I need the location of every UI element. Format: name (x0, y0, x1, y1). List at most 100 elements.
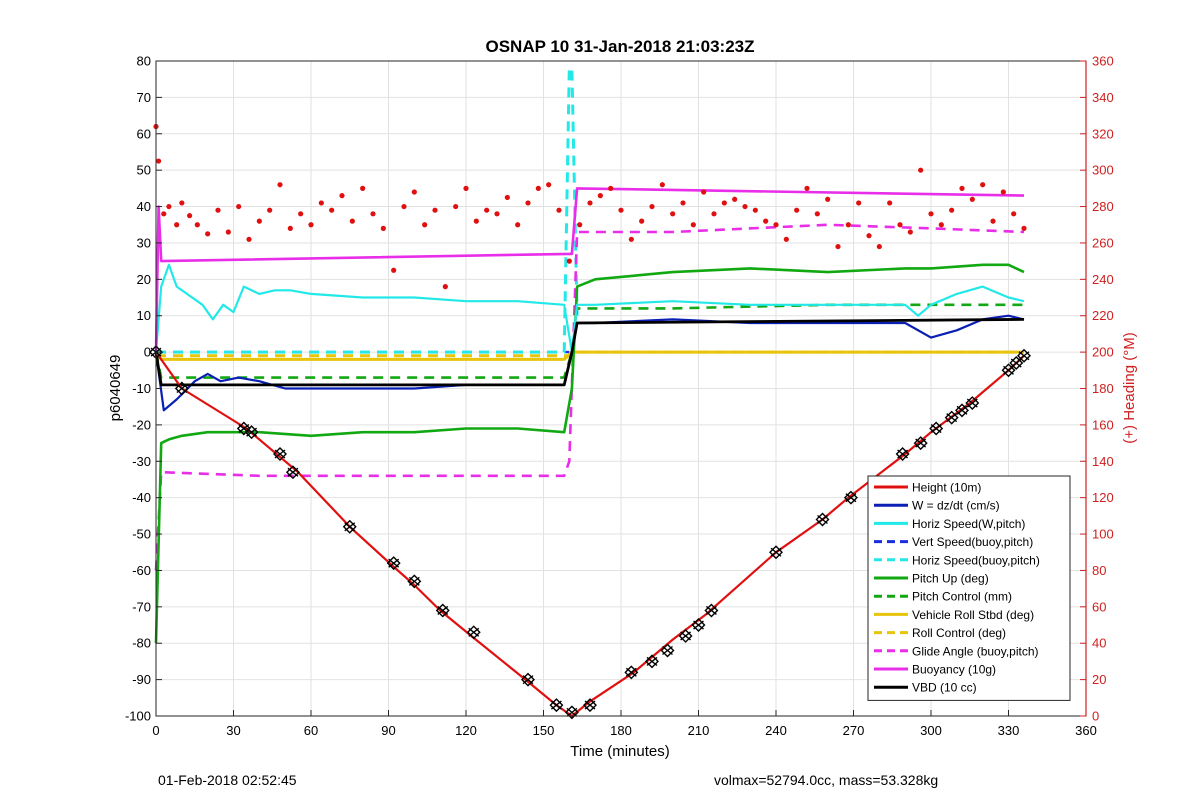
marker (678, 628, 693, 643)
heading-point (215, 207, 221, 213)
heading-point (453, 203, 459, 210)
marker (895, 447, 910, 461)
marker (342, 519, 357, 534)
marker (843, 490, 858, 505)
heading-point (639, 218, 645, 224)
marker (386, 556, 401, 571)
heading-point (618, 207, 624, 213)
series-line-10 (154, 187, 1025, 353)
y2-tick-label: 160 (1092, 417, 1114, 432)
x-tick-label: 0 (152, 723, 159, 738)
y2-tick-label: 180 (1092, 381, 1114, 396)
marker (1009, 356, 1024, 371)
y-tick-label: -90 (132, 672, 151, 687)
heading-point (267, 207, 273, 213)
legend-label: W = dz/dt (cm/s) (912, 499, 1000, 513)
y-tick-label: 10 (137, 308, 151, 323)
heading-point (680, 200, 686, 206)
chart-title: OSNAP 10 31-Jan-2018 21:03:23Z (485, 37, 754, 56)
heading-point (845, 222, 851, 228)
heading-point (856, 200, 862, 206)
y2-tick-label: 280 (1092, 199, 1114, 214)
heading-point (763, 218, 769, 224)
x-tick-label: 360 (1075, 723, 1097, 738)
y-axis-label: p6040649 (107, 355, 124, 422)
heading-point (701, 189, 707, 195)
y-tick-label: 20 (137, 272, 151, 287)
heading-point (515, 222, 521, 228)
heading-point (155, 158, 162, 164)
chart: 0 30 60 90 120 150 180 210 240 270 300 330 360-100-9… (107, 37, 1138, 760)
y-tick-label: -60 (132, 563, 151, 578)
marker (1017, 348, 1031, 363)
heading-point (628, 236, 634, 242)
series-layer (149, 66, 1031, 720)
heading-point (277, 182, 283, 188)
heading-point (732, 196, 738, 202)
heading-point (670, 211, 676, 217)
marker (407, 574, 422, 589)
heading-point (1021, 225, 1027, 231)
marker (815, 512, 830, 527)
legend-label: VBD (10 cc) (912, 681, 977, 695)
y2-tick-label: 220 (1092, 308, 1114, 323)
footer-timestamp: 01-Feb-2018 02:52:45 (158, 772, 297, 788)
x-tick-label: 300 (920, 723, 942, 738)
heading-point (246, 236, 252, 242)
heading-point (938, 222, 944, 228)
heading-point (174, 222, 180, 228)
y2-tick-label: 120 (1092, 490, 1114, 505)
heading-point (473, 218, 479, 224)
y2-tick-label: 60 (1092, 599, 1106, 614)
marker (1001, 363, 1016, 378)
heading-point (225, 229, 231, 235)
heading-point (814, 211, 820, 217)
heading-point (608, 185, 614, 191)
heading-point (411, 189, 417, 195)
y-tick-label: 80 (137, 54, 151, 69)
y-tick-label: 40 (137, 199, 151, 214)
legend-label: Vehicle Roll Stbd (deg) (912, 608, 1034, 622)
x-tick-label: 90 (381, 723, 395, 738)
heading-point (918, 167, 924, 173)
marker (944, 410, 959, 425)
legend-label: Roll Control (deg) (912, 626, 1006, 640)
heading-point (391, 267, 397, 273)
heading-point (205, 231, 211, 237)
heading-point (360, 185, 366, 191)
y2-tick-label: 300 (1092, 163, 1114, 178)
heading-point (308, 222, 314, 228)
heading-point (194, 222, 200, 228)
marker (955, 403, 969, 418)
heading-point (721, 200, 727, 206)
marker (704, 603, 719, 618)
heading-point (370, 211, 376, 217)
heading-point (546, 182, 552, 188)
y2-tick-label: 40 (1092, 636, 1106, 651)
heading-point (236, 203, 242, 210)
x-tick-label: 60 (304, 723, 318, 738)
x-tick-label: 150 (533, 723, 555, 738)
series-line-0 (155, 351, 1025, 718)
heading-point (825, 196, 831, 202)
heading-point (577, 222, 583, 228)
y2-tick-label: 240 (1092, 272, 1114, 287)
heading-point (1011, 211, 1017, 217)
marker (435, 603, 450, 618)
legend-label: Buoyancy (10g) (912, 663, 996, 677)
heading-point (256, 218, 262, 224)
y-tick-label: -20 (132, 417, 151, 432)
heading-point (566, 258, 572, 264)
heading-point (659, 182, 665, 188)
heading-point (484, 207, 490, 213)
legend-box (867, 475, 1071, 701)
marker (466, 625, 481, 640)
heading-point (432, 207, 438, 213)
heading-point (161, 211, 167, 217)
heading-point (166, 203, 172, 210)
legend-label: Horiz Speed(W,pitch) (912, 517, 1025, 531)
y-tick-label: 30 (137, 235, 151, 250)
marker (769, 545, 783, 560)
marker (273, 447, 287, 461)
heading-point (959, 185, 965, 191)
